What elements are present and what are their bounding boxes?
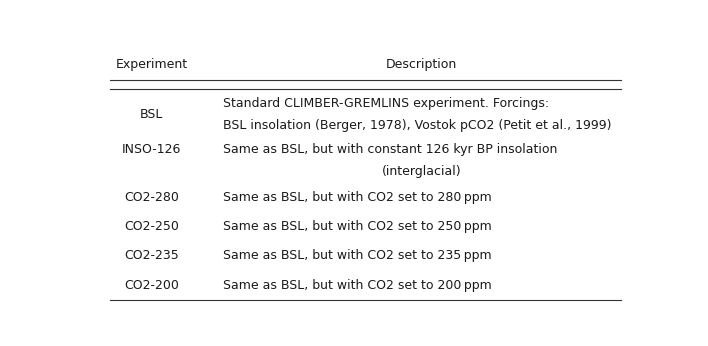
Text: CO2-250: CO2-250: [124, 220, 179, 233]
Text: Same as BSL, but with CO2 set to 250 ppm: Same as BSL, but with CO2 set to 250 ppm: [223, 220, 491, 233]
Text: Same as BSL, but with CO2 set to 235 ppm: Same as BSL, but with CO2 set to 235 ppm: [223, 249, 491, 263]
Text: BSL insolation (Berger, 1978), Vostok pCO2 (Petit et al., 1999): BSL insolation (Berger, 1978), Vostok pC…: [223, 119, 612, 131]
Text: CO2-200: CO2-200: [124, 279, 179, 292]
Text: CO2-280: CO2-280: [124, 191, 179, 204]
Text: BSL: BSL: [140, 108, 164, 121]
Text: Same as BSL, but with constant 126 kyr BP insolation: Same as BSL, but with constant 126 kyr B…: [223, 143, 557, 156]
Text: Standard CLIMBER-GREMLINS experiment. Forcings:: Standard CLIMBER-GREMLINS experiment. Fo…: [223, 97, 549, 110]
Text: INSO-126: INSO-126: [122, 143, 181, 156]
Text: Description: Description: [386, 58, 457, 71]
Text: Same as BSL, but with CO2 set to 280 ppm: Same as BSL, but with CO2 set to 280 ppm: [223, 191, 491, 204]
Text: CO2-235: CO2-235: [124, 249, 179, 263]
Text: Experiment: Experiment: [115, 58, 188, 71]
Text: Same as BSL, but with CO2 set to 200 ppm: Same as BSL, but with CO2 set to 200 ppm: [223, 279, 491, 292]
Text: (interglacial): (interglacial): [382, 165, 462, 178]
